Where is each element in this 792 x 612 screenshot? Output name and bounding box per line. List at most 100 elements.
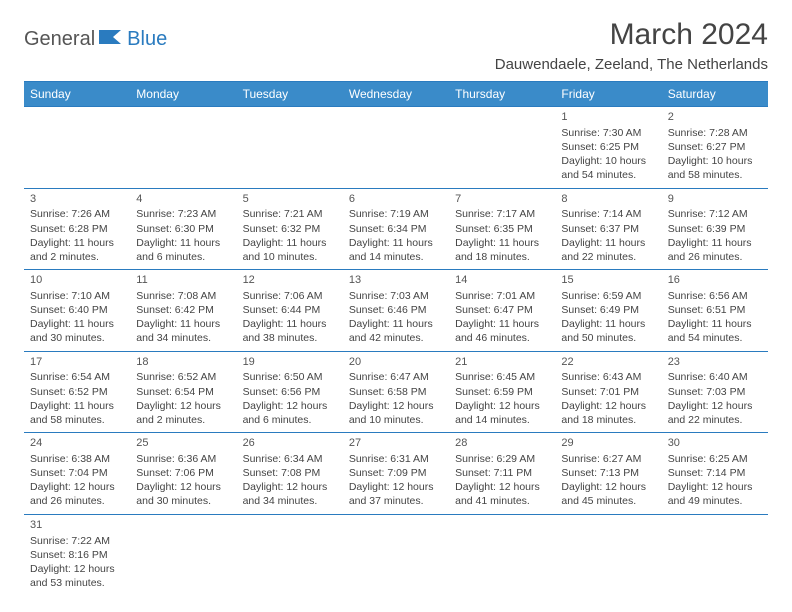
calendar-cell: 17Sunrise: 6:54 AMSunset: 6:52 PMDayligh… (24, 351, 130, 433)
calendar-cell: 13Sunrise: 7:03 AMSunset: 6:46 PMDayligh… (343, 270, 449, 352)
sunset-line: Sunset: 6:44 PM (243, 303, 337, 317)
day-number: 28 (455, 436, 549, 451)
calendar-cell: 10Sunrise: 7:10 AMSunset: 6:40 PMDayligh… (24, 270, 130, 352)
sunset-line: Sunset: 7:04 PM (30, 466, 124, 480)
sunset-line: Sunset: 6:56 PM (243, 385, 337, 399)
day-number: 30 (668, 436, 762, 451)
day-number: 2 (668, 110, 762, 125)
daylight-line: Daylight: 12 hours and 26 minutes. (30, 480, 124, 508)
calendar-cell (449, 107, 555, 189)
daylight-line: Daylight: 11 hours and 6 minutes. (136, 236, 230, 264)
daylight-line: Daylight: 12 hours and 2 minutes. (136, 399, 230, 427)
sunrise-line: Sunrise: 6:52 AM (136, 370, 230, 384)
sunrise-line: Sunrise: 6:29 AM (455, 452, 549, 466)
sunset-line: Sunset: 7:13 PM (561, 466, 655, 480)
daylight-line: Daylight: 11 hours and 14 minutes. (349, 236, 443, 264)
day-number: 1 (561, 110, 655, 125)
title-block: March 2024 Dauwendaele, Zeeland, The Net… (495, 18, 768, 73)
day-header: Friday (555, 82, 661, 107)
sunrise-line: Sunrise: 6:59 AM (561, 289, 655, 303)
sunrise-line: Sunrise: 6:25 AM (668, 452, 762, 466)
calendar-cell (449, 514, 555, 595)
sunset-line: Sunset: 6:59 PM (455, 385, 549, 399)
sunrise-line: Sunrise: 7:22 AM (30, 534, 124, 548)
sunset-line: Sunset: 7:14 PM (668, 466, 762, 480)
sunrise-line: Sunrise: 7:12 AM (668, 207, 762, 221)
day-number: 19 (243, 355, 337, 370)
logo-text-general: General (24, 28, 95, 51)
day-number: 31 (30, 518, 124, 533)
day-number: 26 (243, 436, 337, 451)
sunrise-line: Sunrise: 6:54 AM (30, 370, 124, 384)
calendar-cell: 30Sunrise: 6:25 AMSunset: 7:14 PMDayligh… (662, 433, 768, 515)
calendar-row: 24Sunrise: 6:38 AMSunset: 7:04 PMDayligh… (24, 433, 768, 515)
daylight-line: Daylight: 11 hours and 50 minutes. (561, 317, 655, 345)
daylight-line: Daylight: 11 hours and 46 minutes. (455, 317, 549, 345)
sunrise-line: Sunrise: 6:38 AM (30, 452, 124, 466)
sunset-line: Sunset: 7:03 PM (668, 385, 762, 399)
sunset-line: Sunset: 6:39 PM (668, 222, 762, 236)
calendar-cell: 5Sunrise: 7:21 AMSunset: 6:32 PMDaylight… (237, 188, 343, 270)
day-number: 5 (243, 192, 337, 207)
sunset-line: Sunset: 6:28 PM (30, 222, 124, 236)
sunrise-line: Sunrise: 6:50 AM (243, 370, 337, 384)
calendar-cell (130, 514, 236, 595)
calendar-cell: 16Sunrise: 6:56 AMSunset: 6:51 PMDayligh… (662, 270, 768, 352)
day-number: 9 (668, 192, 762, 207)
day-header: Thursday (449, 82, 555, 107)
daylight-line: Daylight: 12 hours and 6 minutes. (243, 399, 337, 427)
sunrise-line: Sunrise: 6:56 AM (668, 289, 762, 303)
daylight-line: Daylight: 12 hours and 45 minutes. (561, 480, 655, 508)
calendar-cell (343, 514, 449, 595)
calendar-cell: 18Sunrise: 6:52 AMSunset: 6:54 PMDayligh… (130, 351, 236, 433)
sunrise-line: Sunrise: 7:01 AM (455, 289, 549, 303)
location-text: Dauwendaele, Zeeland, The Netherlands (495, 56, 768, 73)
sunrise-line: Sunrise: 6:34 AM (243, 452, 337, 466)
sunset-line: Sunset: 7:11 PM (455, 466, 549, 480)
day-number: 21 (455, 355, 549, 370)
calendar-cell (130, 107, 236, 189)
sunrise-line: Sunrise: 6:47 AM (349, 370, 443, 384)
sunset-line: Sunset: 6:49 PM (561, 303, 655, 317)
calendar-cell: 1Sunrise: 7:30 AMSunset: 6:25 PMDaylight… (555, 107, 661, 189)
daylight-line: Daylight: 12 hours and 22 minutes. (668, 399, 762, 427)
sunrise-line: Sunrise: 7:08 AM (136, 289, 230, 303)
daylight-line: Daylight: 11 hours and 22 minutes. (561, 236, 655, 264)
sunrise-line: Sunrise: 6:43 AM (561, 370, 655, 384)
daylight-line: Daylight: 12 hours and 53 minutes. (30, 562, 124, 590)
sunrise-line: Sunrise: 6:45 AM (455, 370, 549, 384)
daylight-line: Daylight: 10 hours and 54 minutes. (561, 154, 655, 182)
calendar-cell: 2Sunrise: 7:28 AMSunset: 6:27 PMDaylight… (662, 107, 768, 189)
sunset-line: Sunset: 6:25 PM (561, 140, 655, 154)
sunrise-line: Sunrise: 7:10 AM (30, 289, 124, 303)
day-number: 24 (30, 436, 124, 451)
day-number: 14 (455, 273, 549, 288)
sunrise-line: Sunrise: 7:03 AM (349, 289, 443, 303)
logo-flag-icon (99, 28, 125, 51)
sunset-line: Sunset: 6:27 PM (668, 140, 762, 154)
page-title: March 2024 (495, 18, 768, 52)
sunrise-line: Sunrise: 7:30 AM (561, 126, 655, 140)
sunset-line: Sunset: 6:37 PM (561, 222, 655, 236)
sunset-line: Sunset: 6:35 PM (455, 222, 549, 236)
day-number: 15 (561, 273, 655, 288)
sunset-line: Sunset: 7:01 PM (561, 385, 655, 399)
calendar-cell: 24Sunrise: 6:38 AMSunset: 7:04 PMDayligh… (24, 433, 130, 515)
day-header: Wednesday (343, 82, 449, 107)
sunset-line: Sunset: 6:32 PM (243, 222, 337, 236)
sunrise-line: Sunrise: 6:36 AM (136, 452, 230, 466)
daylight-line: Daylight: 12 hours and 10 minutes. (349, 399, 443, 427)
day-number: 25 (136, 436, 230, 451)
calendar-row: 31Sunrise: 7:22 AMSunset: 8:16 PMDayligh… (24, 514, 768, 595)
calendar-cell: 20Sunrise: 6:47 AMSunset: 6:58 PMDayligh… (343, 351, 449, 433)
calendar-cell: 9Sunrise: 7:12 AMSunset: 6:39 PMDaylight… (662, 188, 768, 270)
sunset-line: Sunset: 6:46 PM (349, 303, 443, 317)
day-number: 22 (561, 355, 655, 370)
calendar-cell: 3Sunrise: 7:26 AMSunset: 6:28 PMDaylight… (24, 188, 130, 270)
sunset-line: Sunset: 6:47 PM (455, 303, 549, 317)
daylight-line: Daylight: 11 hours and 42 minutes. (349, 317, 443, 345)
logo-text-blue: Blue (127, 28, 167, 51)
calendar-cell (237, 107, 343, 189)
calendar-cell: 15Sunrise: 6:59 AMSunset: 6:49 PMDayligh… (555, 270, 661, 352)
sunrise-line: Sunrise: 7:17 AM (455, 207, 549, 221)
